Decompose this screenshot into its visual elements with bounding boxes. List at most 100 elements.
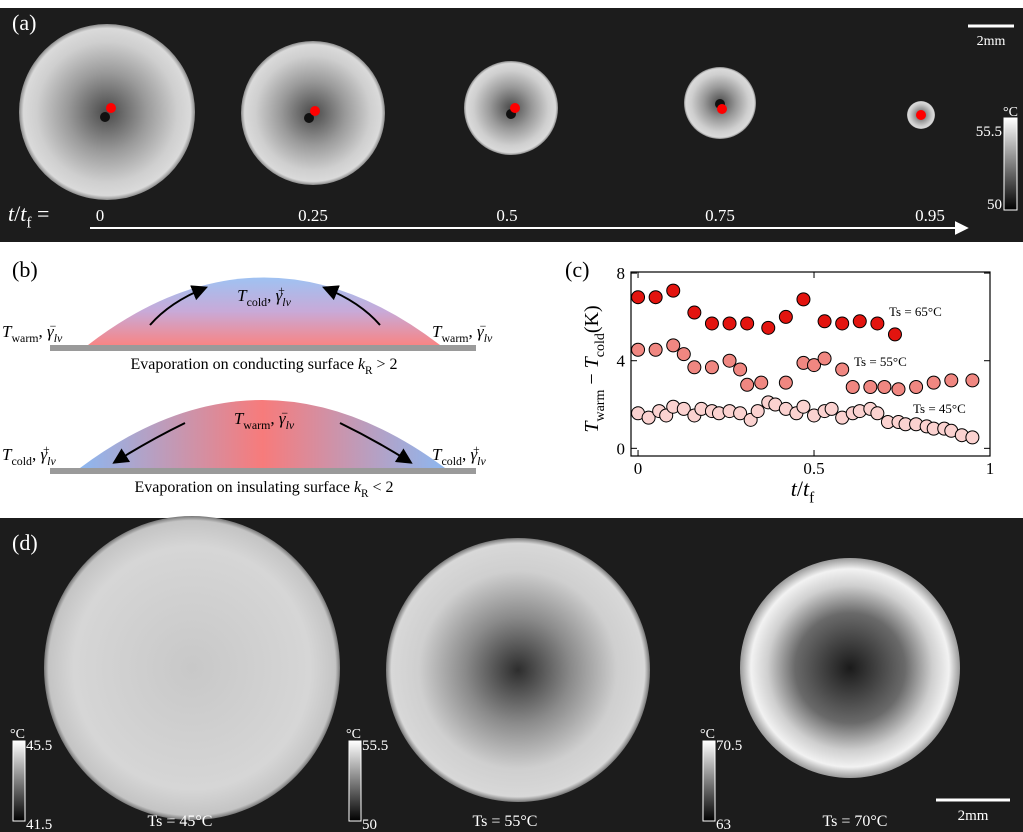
colorbar-min: 50 (362, 817, 377, 832)
point (641, 410, 656, 425)
text-part: T (234, 409, 245, 428)
text-part: γ (276, 286, 284, 305)
point (687, 360, 702, 375)
colorbar-max: 45.5 (26, 738, 52, 754)
text-part: cold (247, 295, 268, 309)
text-part: γ (47, 322, 55, 341)
time-value: 0 (96, 206, 105, 225)
text-part: , (270, 409, 279, 428)
text-part: k (354, 479, 362, 496)
point (817, 351, 832, 366)
point (722, 353, 737, 368)
point (863, 380, 878, 394)
text-part: + (43, 442, 50, 456)
y-tick-label: 4 (617, 352, 626, 371)
colorbar (1003, 117, 1018, 211)
flow-arrow (339, 422, 413, 464)
colorbar-min: 50 (987, 197, 1002, 213)
droplet (386, 538, 650, 802)
colorbar-unit: °C (10, 727, 25, 742)
point (687, 305, 702, 320)
point (761, 320, 776, 335)
droplet (44, 516, 340, 820)
colorbar-unit: °C (346, 727, 361, 742)
text-part: warm (243, 418, 271, 432)
text-part: warm (11, 331, 39, 345)
text-part: T (237, 286, 248, 305)
point (740, 377, 755, 392)
colorbar-max: 55.5 (362, 738, 388, 754)
point (909, 380, 924, 394)
x-axis-label: t/tf (791, 476, 815, 507)
point (870, 316, 885, 331)
text-part: T (432, 445, 443, 464)
point (796, 292, 811, 307)
drop-caption: Ts = 45°C (148, 813, 213, 830)
colorbar-max: 70.5 (716, 738, 742, 754)
text-part: γ (470, 445, 478, 464)
x-tick-label: 0 (634, 459, 643, 478)
point (778, 375, 793, 390)
caption: Evaporation on conducting surface kR > 2 (130, 356, 397, 377)
colorbar-max: 55.5 (976, 124, 1002, 140)
text-part: R (365, 365, 373, 377)
colorbar-unit: °C (1003, 105, 1018, 120)
colorbar-min: 63 (716, 817, 731, 832)
point (926, 375, 941, 390)
caption: Evaporation on insulating surface kR < 2 (134, 479, 393, 500)
series-label: Ts = 45°C (913, 401, 966, 416)
text-part: warm (593, 390, 608, 422)
text-part: − (50, 319, 57, 333)
text-part: , (32, 445, 41, 464)
text-part: Evaporation on insulating surface (134, 479, 354, 496)
droplet (740, 558, 960, 778)
colorbar (12, 740, 26, 822)
point (733, 406, 748, 421)
point (835, 362, 850, 377)
series-label: Ts = 55°C (854, 354, 907, 369)
point (631, 290, 646, 305)
point (740, 316, 755, 331)
text-part: / (797, 476, 804, 501)
x-tick-label: 1 (986, 459, 995, 478)
text-part: / (14, 201, 21, 226)
drop-caption: Ts = 55°C (473, 813, 538, 830)
substrate (50, 468, 476, 474)
point (631, 342, 646, 357)
point (807, 358, 822, 373)
point (870, 406, 885, 421)
text-part: t (791, 476, 798, 501)
point (824, 401, 839, 416)
text-part: T (432, 322, 443, 341)
panel-label: (d) (12, 530, 38, 555)
point (877, 380, 892, 394)
colorbar (348, 740, 362, 822)
text-part: cold (593, 333, 608, 357)
text-part: − (281, 406, 288, 420)
flow-arrow (112, 422, 186, 464)
temperature-label: Twarm, γlv− (234, 406, 295, 432)
text-part: cold (11, 454, 32, 468)
panel-label: (b) (12, 257, 38, 282)
point (666, 338, 681, 353)
text-part: (K) (581, 305, 603, 333)
time-value: 0.25 (298, 206, 328, 225)
text-part: γ (477, 322, 485, 341)
point (754, 375, 769, 390)
text-part: lv (47, 454, 56, 468)
time-label: t/tf = (8, 201, 49, 232)
temperature-label: Twarm, γlv− (2, 319, 63, 345)
droplet-insulating (80, 400, 445, 468)
temperature-label: Tcold, γlv+ (237, 283, 291, 309)
point (944, 373, 959, 388)
drop-caption: Ts = 70°C (823, 813, 888, 830)
colorbar-min: 41.5 (26, 817, 52, 832)
text-part: γ (40, 445, 48, 464)
flow-arrow (322, 285, 381, 326)
text-part: γ (279, 409, 287, 428)
text-part: + (278, 283, 285, 297)
point (891, 382, 906, 397)
text-part: t (803, 476, 810, 501)
text-part: , (267, 286, 276, 305)
point (704, 316, 719, 331)
